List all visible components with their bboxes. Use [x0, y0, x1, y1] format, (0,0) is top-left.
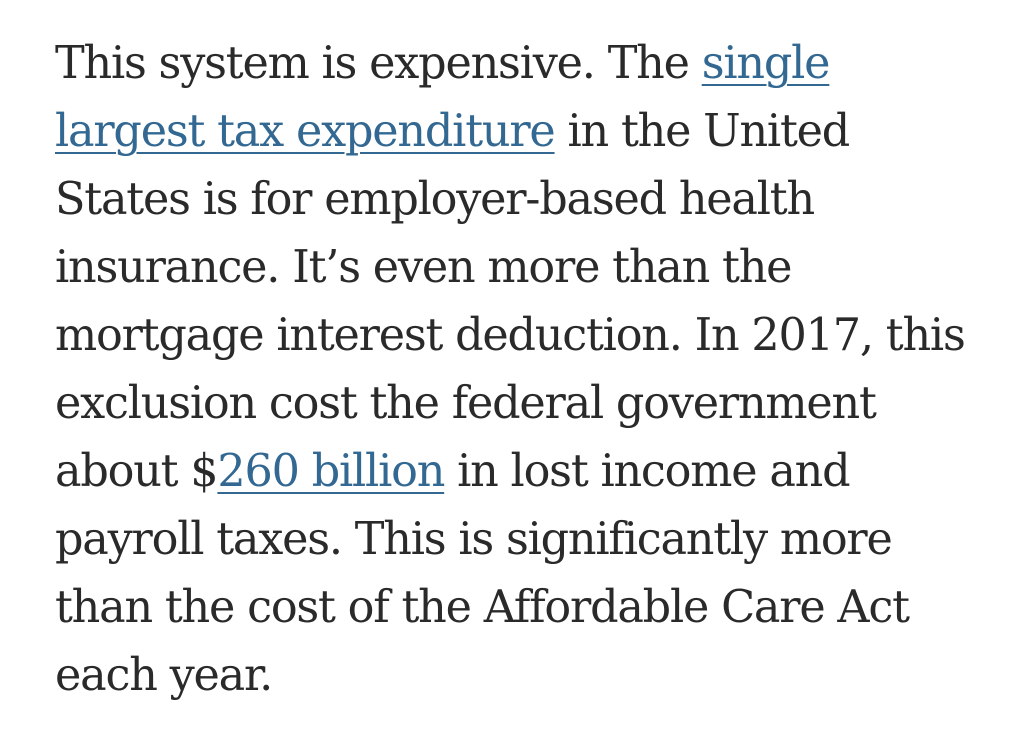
- line-text: about $: [55, 446, 219, 497]
- line-text: insurance. It’s even more than the: [55, 242, 793, 293]
- paragraph-line: than the cost of the Affordable Care Act: [55, 574, 985, 642]
- line-text: in the United: [554, 106, 851, 157]
- line-text: payroll taxes. This is significantly mor…: [55, 514, 893, 565]
- line-text: mortgage interest deduction. In 2017, th…: [55, 310, 966, 361]
- cost-estimate-link[interactable]: 260 billion: [217, 446, 445, 497]
- paragraph-line: largest tax expenditure in the United: [55, 98, 985, 166]
- line-text: This system is expensive. The: [55, 38, 702, 89]
- paragraph-line: exclusion cost the federal government: [55, 370, 985, 438]
- tax-expenditure-link[interactable]: single: [701, 38, 831, 89]
- paragraph-line: mortgage interest deduction. In 2017, th…: [55, 302, 985, 370]
- line-text: than the cost of the Affordable Care Act: [55, 582, 910, 633]
- paragraph-line: insurance. It’s even more than the: [55, 234, 985, 302]
- paragraph-line: States is for employer-based health: [55, 166, 985, 234]
- line-text: exclusion cost the federal government: [55, 378, 877, 429]
- paragraph-line: about $260 billion in lost income and: [55, 438, 985, 506]
- paragraph-line: This system is expensive. The single: [55, 30, 985, 98]
- paragraph-line: payroll taxes. This is significantly mor…: [55, 506, 985, 574]
- tax-expenditure-link[interactable]: largest tax expenditure: [55, 106, 556, 157]
- paragraph-line: each year.: [55, 642, 985, 710]
- article-paragraph: This system is expensive. The single lar…: [55, 30, 985, 710]
- line-text: each year.: [55, 650, 273, 701]
- line-text: in lost income and: [444, 446, 850, 497]
- line-text: States is for employer-based health: [55, 174, 815, 225]
